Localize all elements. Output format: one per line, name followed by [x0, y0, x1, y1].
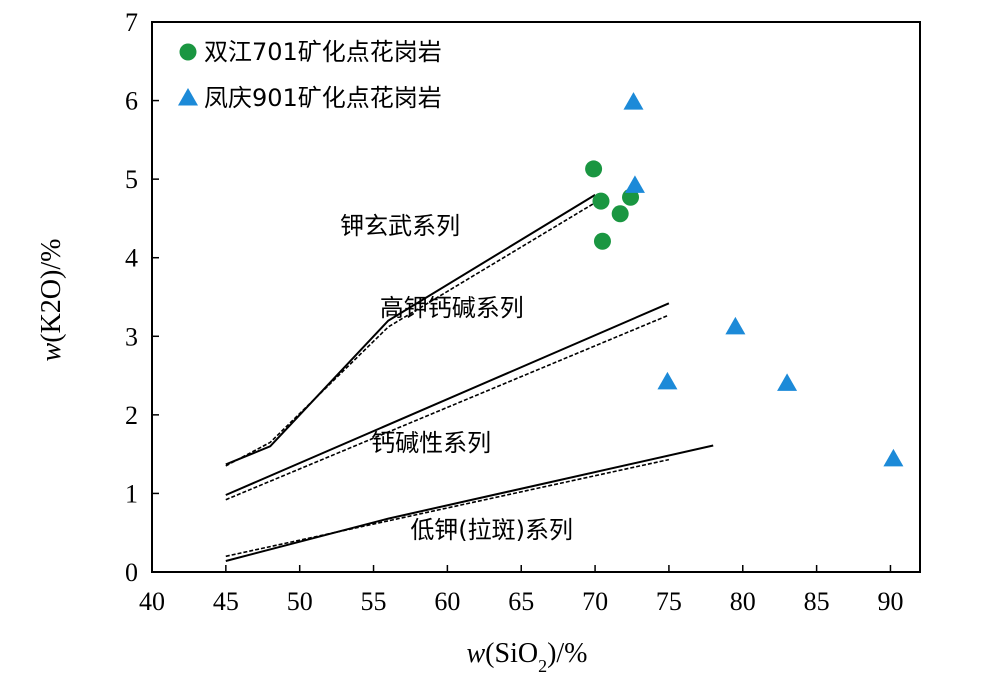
data-points	[585, 92, 904, 467]
y-tick-label: 4	[125, 244, 138, 273]
y-tick-label: 5	[125, 165, 138, 194]
y-tick-label: 3	[125, 322, 138, 351]
legend-marker	[179, 43, 197, 61]
axis-title-italic: w	[36, 342, 67, 361]
boundary-line-dashed	[225, 314, 670, 501]
x-tick-label: 40	[139, 587, 165, 616]
region-label: 钾玄武系列	[340, 212, 460, 240]
region-label: 高钾钙碱系列	[380, 294, 524, 322]
boundary-line-dashed	[225, 202, 596, 467]
data-point-triangle	[657, 371, 678, 390]
y-tick-label: 0	[125, 558, 138, 587]
x-tick-label: 80	[730, 587, 756, 616]
x-tick-label: 90	[877, 587, 903, 616]
data-point-circle	[611, 205, 629, 223]
boundary-lines	[225, 194, 714, 562]
y-tick-label: 2	[125, 401, 138, 430]
data-point-triangle	[883, 448, 904, 467]
x-tick-label: 60	[434, 587, 460, 616]
x-tick-label: 45	[213, 587, 239, 616]
x-tick-label: 70	[582, 587, 608, 616]
data-point-triangle	[623, 92, 644, 110]
axis-title-part: )/%	[547, 638, 587, 669]
plot-frame	[151, 21, 921, 573]
data-point-circle	[622, 188, 640, 206]
x-tick-label: 55	[361, 587, 387, 616]
boundary-line-solid	[225, 194, 596, 466]
x-tick-label: 85	[804, 587, 830, 616]
data-point-triangle	[777, 373, 798, 391]
axis-title-italic: w	[466, 638, 485, 669]
plot-border	[151, 21, 921, 573]
y-tick-label: 6	[125, 87, 138, 116]
legend-label: 凤庆901矿化点花岗岩	[204, 84, 442, 112]
data-point-circle	[592, 192, 610, 210]
data-point-triangle	[624, 175, 645, 193]
axis-title-subscript: 2	[538, 656, 547, 676]
y-axis-title: w(K2O)/%	[36, 239, 67, 362]
boundary-line-solid	[225, 302, 670, 496]
data-point-triangle	[725, 316, 746, 335]
y-tick-label: 1	[125, 479, 138, 508]
boundary-line-dashed	[225, 458, 670, 558]
x-tick-label: 50	[287, 587, 313, 616]
x-tick-label: 75	[656, 587, 682, 616]
y-tick-label: 7	[125, 8, 138, 37]
data-point-circle	[585, 160, 603, 178]
region-label: 低钾(拉斑)系列	[410, 516, 573, 544]
data-point-circle	[593, 232, 611, 250]
axis-title-part: (SiO	[485, 638, 538, 669]
region-label: 钙碱性系列	[371, 429, 491, 457]
x-tick-label: 65	[508, 587, 534, 616]
legend-marker	[178, 88, 198, 106]
legend-label: 双江701矿化点花岗岩	[204, 38, 442, 66]
x-axis-title: w(SiO2)/%	[466, 638, 587, 676]
boundary-line-solid	[225, 444, 714, 562]
